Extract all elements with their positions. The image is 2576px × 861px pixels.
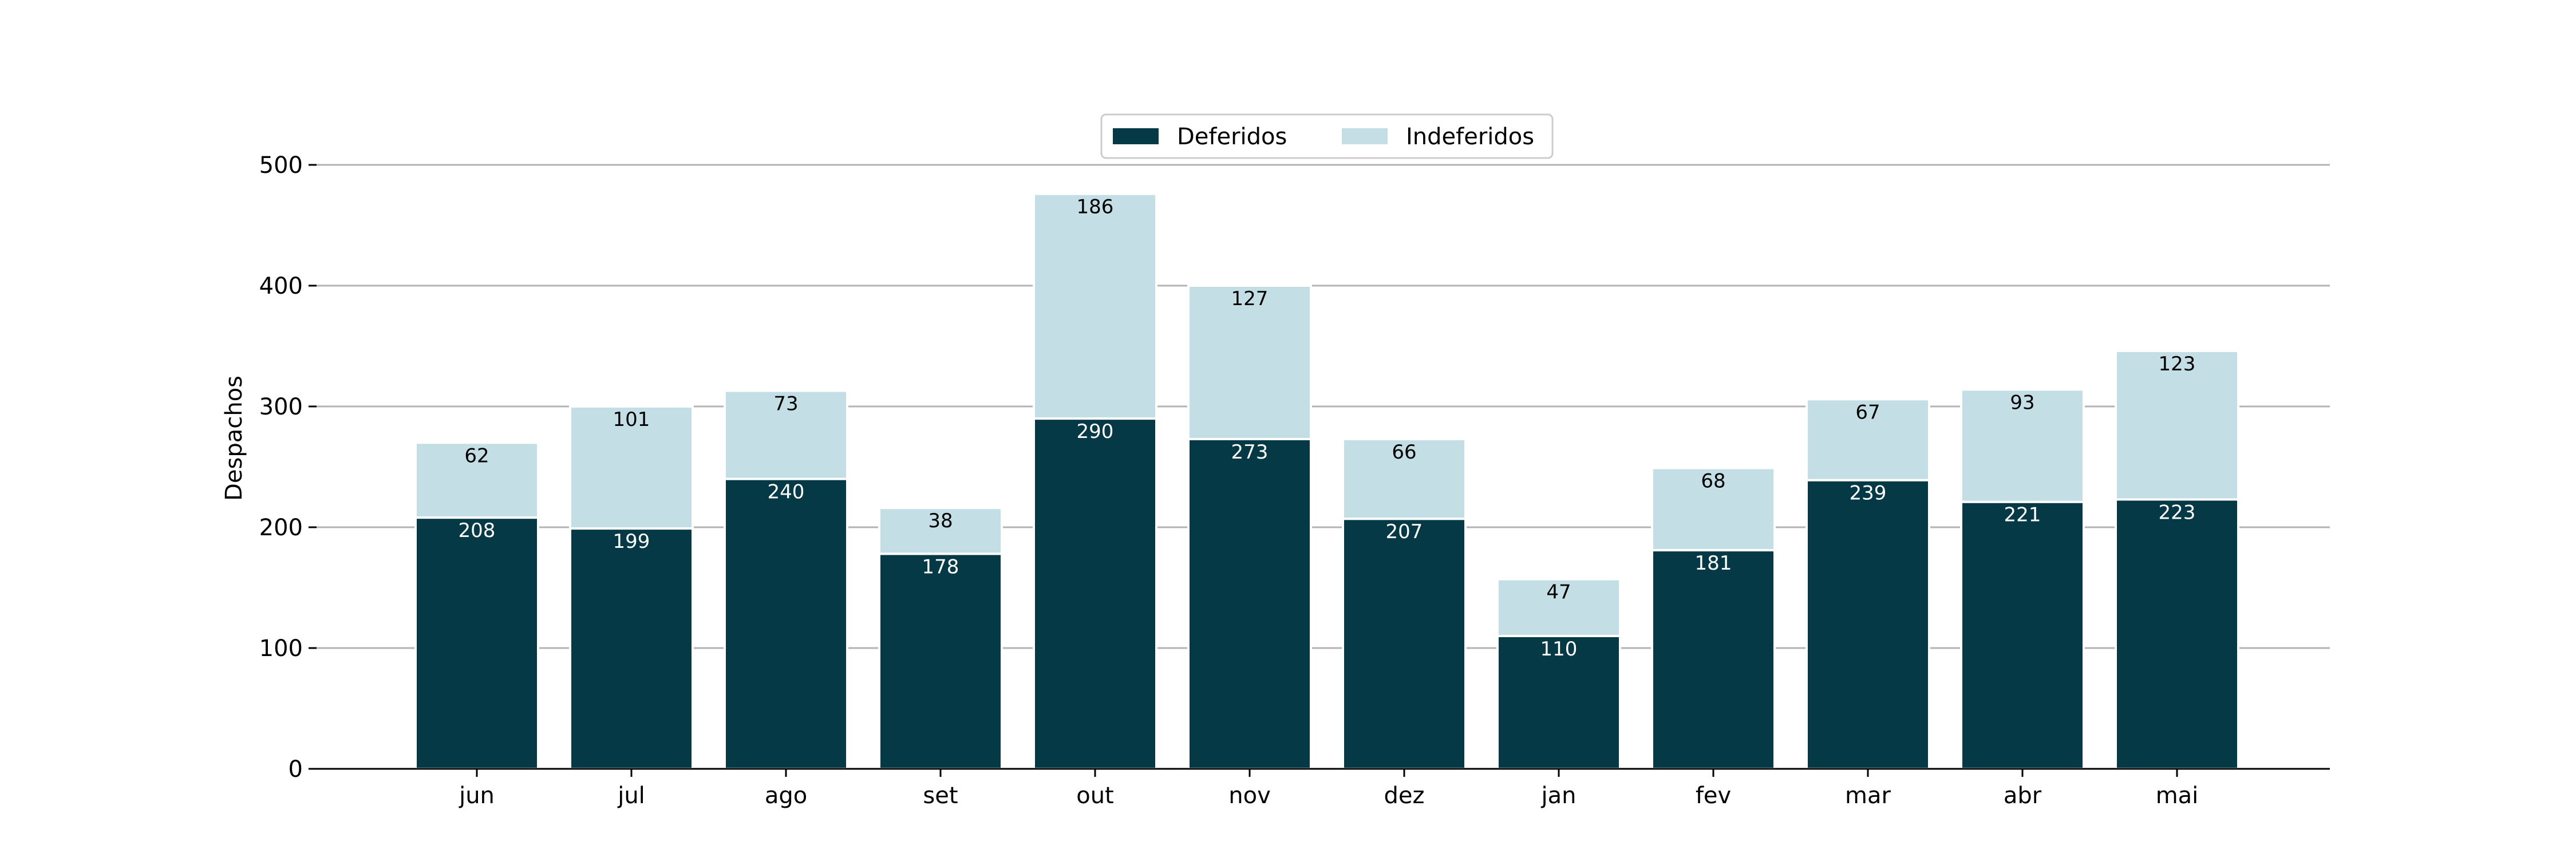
data-label-indeferidos-out: 186 [1077,196,1114,219]
bar-indeferidos-mar [1805,398,1930,481]
data-label-deferidos-fev: 181 [1695,552,1732,575]
x-tick-label-jun: jun [459,783,495,809]
axes: Despachos 0 100 200 300 400 500 jun jul ago set ou… [221,152,2330,809]
data-label-deferidos-mai: 223 [2159,501,2196,524]
data-labels: 208 62 199 101 240 73 178 38 290 186 273 127 207 66 11… [459,196,2196,661]
data-label-deferidos-out: 290 [1077,420,1114,443]
x-tick-label-set: set [923,783,958,809]
bar-deferidos-nov [1187,437,1312,770]
legend: Deferidos Indeferidos [1100,113,1554,159]
x-tick-label-jan: jan [1541,783,1577,809]
bar-deferidos-abr [1960,500,2085,770]
data-label-deferidos-jun: 208 [459,519,496,542]
y-tick-label: 200 [259,515,303,541]
bar-deferidos-jun [414,516,539,770]
bars [414,192,2239,771]
y-tick-label: 0 [289,756,303,783]
data-label-indeferidos-abr: 93 [2010,391,2034,414]
x-tick-label-fev: fev [1696,783,1731,809]
data-label-deferidos-abr: 221 [2004,504,2041,527]
bar-indeferidos-abr [1960,388,2085,503]
y-axis-label: Despachos [221,376,247,501]
x-tick-label-nov: nov [1228,783,1271,809]
bar-indeferidos-nov [1187,285,1312,440]
data-label-indeferidos-ago: 73 [773,393,798,416]
bar-deferidos-out [1033,417,1157,770]
y-tick-label: 400 [259,273,303,299]
x-tick-label-mar: mar [1845,783,1891,809]
data-label-deferidos-mar: 239 [1850,482,1887,505]
bar-deferidos-set [878,552,1003,770]
y-tick-label: 100 [259,635,303,662]
data-label-indeferidos-jan: 47 [1546,581,1571,604]
legend-label-indeferidos: Indeferidos [1406,124,1534,150]
legend-box [1100,113,1554,159]
bar-indeferidos-ago [724,389,848,480]
data-label-indeferidos-mai: 123 [2159,353,2196,376]
legend-swatch-deferidos [1113,128,1159,144]
bar-deferidos-jan [1496,634,1621,771]
x-tick-label-abr: abr [2004,783,2042,809]
data-label-deferidos-dez: 207 [1386,520,1423,543]
bar-indeferidos-fev [1651,467,1776,552]
y-tick-label: 500 [259,152,303,179]
bar-indeferidos-set [878,507,1003,555]
data-label-indeferidos-set: 38 [928,510,953,532]
bar-indeferidos-jun [414,441,539,519]
data-label-deferidos-jan: 110 [1540,638,1578,661]
data-label-indeferidos-fev: 68 [1701,470,1725,493]
bar-indeferidos-jan [1496,578,1621,637]
x-tick-label-mai: mai [2156,783,2199,809]
legend-swatch-indeferidos [1342,128,1388,144]
bar-deferidos-jul [569,527,694,770]
bar-deferidos-mar [1805,479,1930,771]
data-label-deferidos-jul: 199 [613,530,650,553]
bar-indeferidos-dez [1342,437,1467,520]
data-label-indeferidos-dez: 66 [1392,441,1416,464]
y-tick-label: 300 [259,394,303,420]
data-label-indeferidos-jul: 101 [613,408,650,431]
data-label-deferidos-ago: 240 [768,481,805,504]
data-label-deferidos-set: 178 [922,555,959,578]
bar-indeferidos-out [1033,192,1157,420]
data-label-deferidos-nov: 273 [1231,441,1269,464]
data-label-indeferidos-nov: 127 [1231,287,1269,310]
data-label-indeferidos-jun: 62 [464,444,489,467]
bar-deferidos-mai [2115,498,2239,770]
bar-indeferidos-jul [569,405,694,530]
bar-deferidos-fev [1651,549,1776,771]
bar-indeferidos-mai [2115,349,2239,501]
bar-deferidos-ago [724,477,848,770]
x-tick-label-out: out [1076,783,1114,809]
bar-deferidos-dez [1342,518,1467,770]
x-tick-label-ago: ago [765,783,807,809]
x-tick-label-dez: dez [1384,783,1425,809]
x-tick-label-jul: jul [617,783,645,809]
data-label-indeferidos-mar: 67 [1855,401,1880,424]
legend-label-deferidos: Deferidos [1177,124,1287,150]
